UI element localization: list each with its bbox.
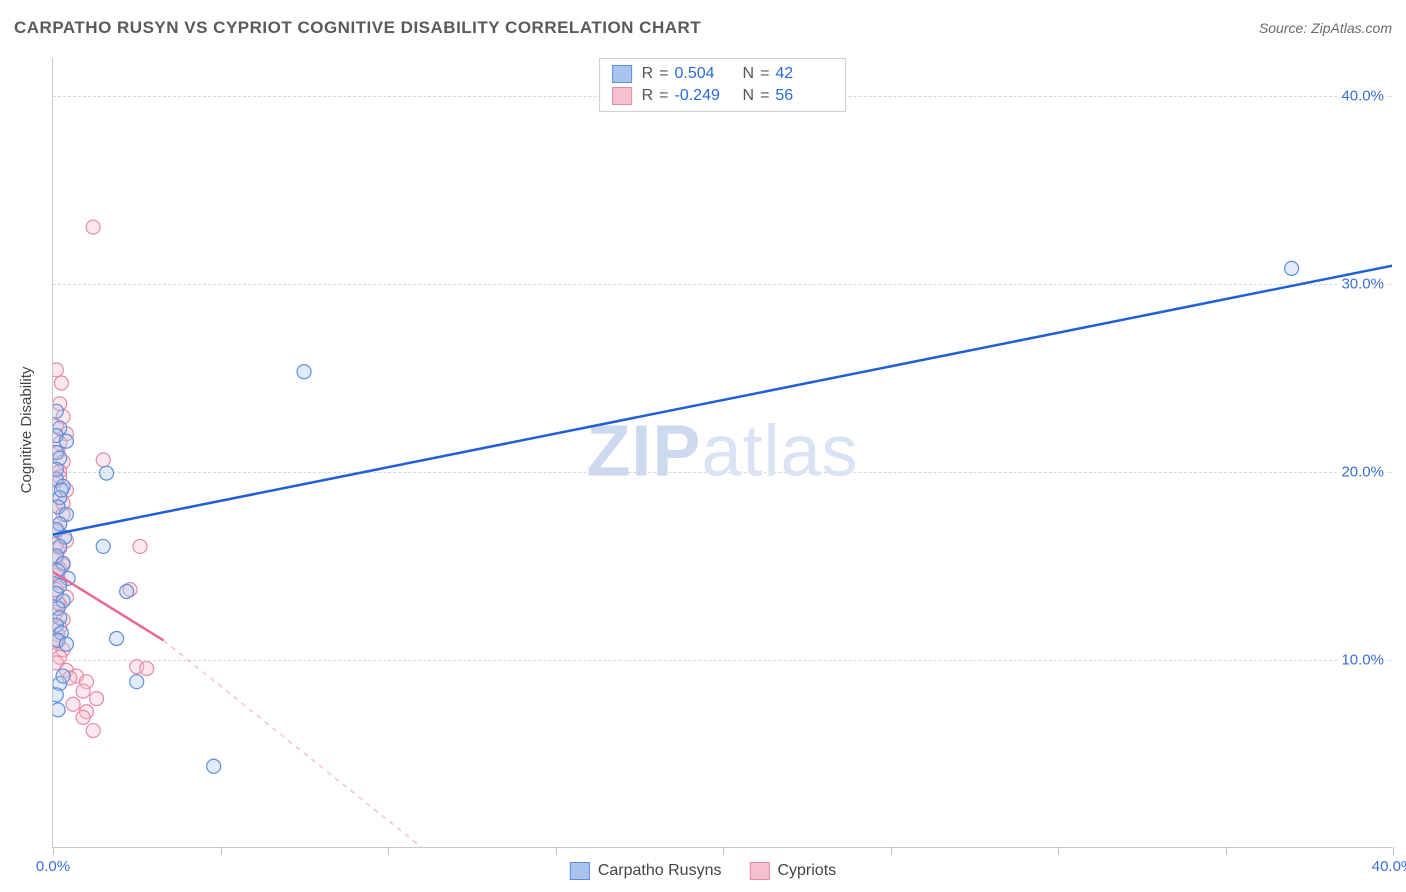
plot-area: ZIPatlas R = 0.504 N = 42 R = -0.249 N =… bbox=[52, 58, 1392, 848]
source-label: Source: ZipAtlas.com bbox=[1259, 20, 1392, 36]
bottom-legend: Carpatho Rusyns Cypriots bbox=[570, 862, 836, 880]
x-tick bbox=[1226, 847, 1227, 855]
stat-r-value: -0.249 bbox=[675, 87, 733, 105]
legend-swatch-2 bbox=[749, 862, 769, 880]
x-tick bbox=[388, 847, 389, 855]
stats-swatch-2 bbox=[612, 87, 632, 105]
x-tick bbox=[1393, 847, 1394, 855]
stat-n-value: 42 bbox=[775, 65, 833, 83]
plot-svg bbox=[53, 58, 1392, 847]
stat-n-label: N bbox=[743, 87, 755, 105]
stat-n-label: N bbox=[743, 65, 755, 83]
stat-r-label: R bbox=[642, 65, 654, 83]
x-tick bbox=[723, 847, 724, 855]
legend-item: Cypriots bbox=[749, 862, 836, 880]
stats-swatch-1 bbox=[612, 65, 632, 83]
x-tick bbox=[221, 847, 222, 855]
x-tick bbox=[1058, 847, 1059, 855]
stat-r-label: R bbox=[642, 87, 654, 105]
x-tick bbox=[891, 847, 892, 855]
legend-label: Carpatho Rusyns bbox=[598, 862, 722, 880]
stat-r-value: 0.504 bbox=[675, 65, 733, 83]
x-tick bbox=[53, 847, 54, 855]
equals-icon: = bbox=[659, 87, 668, 105]
chart-title: CARPATHO RUSYN VS CYPRIOT COGNITIVE DISA… bbox=[14, 18, 701, 38]
legend-label: Cypriots bbox=[777, 862, 836, 880]
x-tick-label-left: 0.0% bbox=[36, 858, 70, 875]
stats-row: R = -0.249 N = 56 bbox=[612, 85, 834, 107]
legend-item: Carpatho Rusyns bbox=[570, 862, 722, 880]
legend-swatch-1 bbox=[570, 862, 590, 880]
equals-icon: = bbox=[659, 65, 668, 83]
equals-icon: = bbox=[760, 87, 769, 105]
stat-n-value: 56 bbox=[775, 87, 833, 105]
x-tick bbox=[556, 847, 557, 855]
y-axis-title: Cognitive Disability bbox=[18, 367, 35, 494]
stats-row: R = 0.504 N = 42 bbox=[612, 63, 834, 85]
x-tick-label-right: 40.0% bbox=[1372, 858, 1406, 875]
stats-box: R = 0.504 N = 42 R = -0.249 N = 56 bbox=[599, 58, 847, 112]
equals-icon: = bbox=[760, 65, 769, 83]
